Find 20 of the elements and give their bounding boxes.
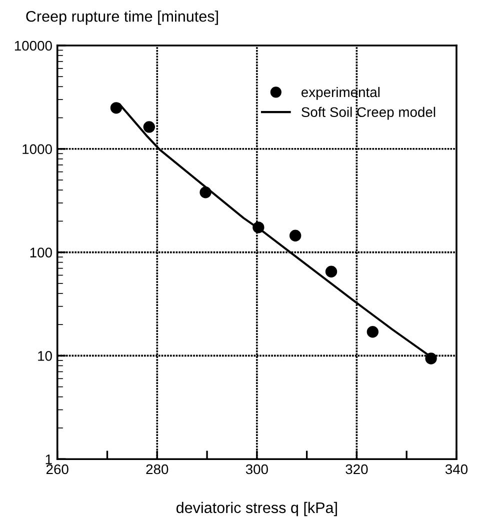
x-tick-label: 320 — [346, 464, 368, 474]
y-axis-title: Creep rupture time [minutes] — [26, 10, 218, 25]
x-tick-label: 340 — [445, 464, 468, 474]
point — [110, 102, 122, 114]
x-tick-label: 300 — [246, 464, 268, 474]
point — [325, 266, 338, 278]
y-tick-label: 100 — [30, 248, 52, 258]
x-tick-label: 280 — [146, 464, 168, 474]
legend-label: experimental — [302, 86, 380, 100]
y-tick-label: 10 — [38, 351, 52, 361]
y-tick-label: 1000 — [22, 144, 52, 154]
y-tick-label: 10000 — [14, 40, 52, 51]
point — [425, 352, 437, 364]
legend-label: Soft Soil Creep model — [302, 106, 436, 120]
point — [289, 230, 302, 242]
x-tick-label: 260 — [46, 464, 68, 474]
point — [366, 326, 379, 338]
x-axis-title: deviatoric stress q [kPa] — [176, 502, 337, 516]
point — [143, 121, 156, 133]
y-tick-label: 1 — [46, 454, 52, 464]
